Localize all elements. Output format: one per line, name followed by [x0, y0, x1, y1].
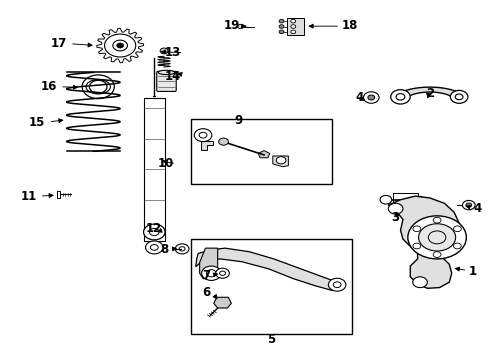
Polygon shape [394, 87, 464, 98]
Polygon shape [57, 191, 60, 198]
Text: 19: 19 [223, 19, 239, 32]
Polygon shape [258, 150, 269, 158]
Circle shape [387, 203, 402, 214]
Circle shape [412, 277, 427, 288]
Circle shape [418, 224, 455, 251]
Circle shape [290, 19, 295, 23]
Circle shape [279, 25, 284, 28]
Polygon shape [199, 248, 217, 279]
Circle shape [279, 19, 284, 23]
FancyBboxPatch shape [157, 71, 176, 91]
Circle shape [237, 24, 243, 29]
Circle shape [367, 95, 374, 100]
Circle shape [160, 48, 167, 54]
Circle shape [328, 278, 345, 291]
Circle shape [390, 90, 409, 104]
Circle shape [290, 25, 295, 28]
Polygon shape [213, 297, 231, 308]
Text: 4: 4 [354, 91, 363, 104]
Circle shape [412, 226, 420, 231]
Text: 4: 4 [473, 202, 481, 215]
Bar [190, 239, 351, 334]
Circle shape [215, 268, 229, 278]
Polygon shape [417, 196, 424, 203]
Circle shape [412, 243, 420, 249]
Circle shape [143, 224, 164, 240]
Circle shape [465, 203, 471, 207]
Circle shape [117, 43, 123, 48]
Text: 3: 3 [391, 211, 399, 224]
Text: 2: 2 [425, 87, 433, 100]
Text: 17: 17 [50, 37, 66, 50]
Circle shape [432, 252, 440, 257]
Polygon shape [387, 196, 458, 288]
Text: 16: 16 [41, 80, 57, 93]
Polygon shape [272, 156, 288, 167]
Polygon shape [195, 248, 339, 291]
Text: 18: 18 [341, 19, 358, 32]
Text: 6: 6 [202, 287, 210, 300]
Circle shape [276, 157, 285, 164]
Circle shape [279, 30, 284, 34]
Text: 8: 8 [161, 243, 168, 256]
Text: 10: 10 [157, 157, 173, 170]
Text: 5: 5 [266, 333, 275, 346]
Bar [287, 18, 304, 36]
Polygon shape [143, 98, 164, 241]
Text: 7: 7 [202, 269, 210, 282]
Circle shape [290, 30, 295, 34]
Text: 14: 14 [164, 69, 181, 82]
Circle shape [379, 195, 391, 204]
Ellipse shape [158, 70, 174, 75]
Circle shape [452, 243, 460, 249]
Circle shape [432, 217, 440, 223]
Text: 9: 9 [234, 114, 243, 127]
Circle shape [449, 90, 467, 103]
Circle shape [145, 241, 163, 254]
Circle shape [218, 138, 228, 145]
Text: 1: 1 [468, 265, 476, 278]
Circle shape [452, 226, 460, 231]
Text: 15: 15 [28, 116, 44, 129]
Text: 12: 12 [145, 222, 161, 235]
Circle shape [201, 266, 221, 280]
Text: 11: 11 [21, 190, 37, 203]
Polygon shape [200, 140, 212, 149]
Text: 13: 13 [164, 46, 181, 59]
Circle shape [407, 216, 466, 259]
Bar [190, 119, 331, 184]
